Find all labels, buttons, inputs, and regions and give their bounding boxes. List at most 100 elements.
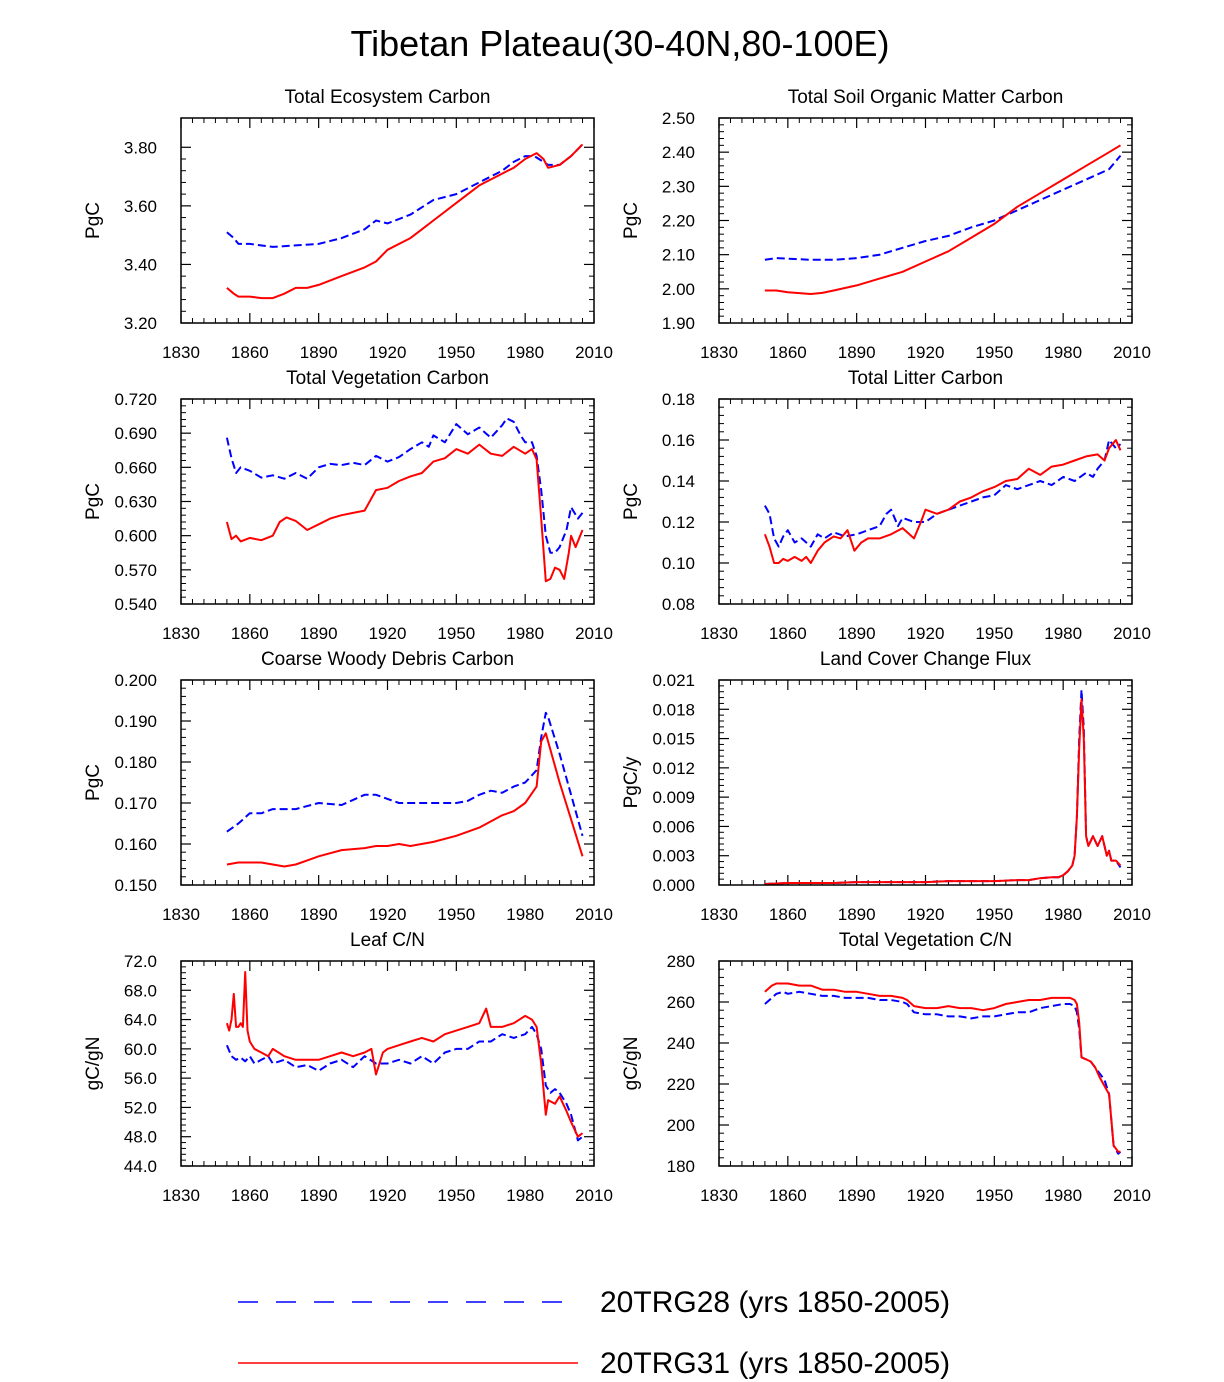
x-tick-label: 1980 <box>506 624 544 643</box>
x-tick-label: 1860 <box>231 343 269 362</box>
x-tick-label: 1890 <box>300 1186 338 1205</box>
y-tick-label: 0.170 <box>114 794 157 813</box>
x-tick-label: 1890 <box>300 624 338 643</box>
y-tick-label: 280 <box>667 952 695 971</box>
x-tick-label: 2010 <box>1113 624 1151 643</box>
x-tick-label: 1920 <box>907 343 945 362</box>
legend-label-20trg28: 20TRG28 (yrs 1850-2005) <box>600 1286 950 1319</box>
x-tick-label: 1830 <box>162 1186 200 1205</box>
plot-frame <box>718 117 1133 324</box>
x-tick-label: 1860 <box>769 905 807 924</box>
y-axis-label: PgC/y <box>621 756 642 808</box>
x-tick-label: 1830 <box>162 624 200 643</box>
x-tick-label: 1980 <box>1044 343 1082 362</box>
x-tick-label: 2010 <box>1113 343 1151 362</box>
y-tick-label: 200 <box>667 1116 695 1135</box>
panel-title: Total Ecosystem Carbon <box>285 87 491 108</box>
x-tick-label: 2010 <box>575 624 613 643</box>
plot-frame <box>718 960 1133 1167</box>
y-axis-label: gC/gN <box>83 1037 104 1091</box>
y-tick-label: 68.0 <box>124 981 157 1000</box>
panel-title: Leaf C/N <box>350 930 425 951</box>
x-tick-label: 1950 <box>975 624 1013 643</box>
y-tick-label: 0.570 <box>114 561 157 580</box>
x-tick-label: 1920 <box>369 1186 407 1205</box>
panel-leaf-c-n: Leaf C/N gC/gN 1830 1860 1890 1920 1950 1980 201… <box>83 930 613 1205</box>
x-tick-label: 1860 <box>231 1186 269 1205</box>
y-tick-label: 0.006 <box>652 817 695 836</box>
x-tick-label: 1890 <box>300 905 338 924</box>
y-axis-label: PgC <box>83 764 104 801</box>
y-tick-label: 0.009 <box>652 788 695 807</box>
y-tick-label: 2.50 <box>662 109 695 128</box>
x-tick-label: 1950 <box>437 343 475 362</box>
y-tick-label: 3.80 <box>124 138 157 157</box>
x-tick-label: 1920 <box>369 343 407 362</box>
y-tick-label: 3.40 <box>124 255 157 274</box>
series-line-20trg31 <box>764 698 1122 885</box>
panel-title: Land Cover Change Flux <box>820 649 1032 670</box>
x-tick-label: 1950 <box>975 343 1013 362</box>
y-axis-label: gC/gN <box>621 1037 642 1091</box>
x-tick-label: 1950 <box>437 905 475 924</box>
y-tick-label: 0.003 <box>652 847 695 866</box>
y-tick-label: 64.0 <box>124 1011 157 1030</box>
y-tick-label: 0.012 <box>652 759 695 778</box>
x-tick-label: 1890 <box>838 343 876 362</box>
y-tick-label: 0.190 <box>114 712 157 731</box>
x-tick-label: 2010 <box>575 343 613 362</box>
panel-total-ecosystem-carbon: Total Ecosystem Carbon PgC 1830 1860 1890 192… <box>83 87 613 362</box>
y-tick-label: 0.160 <box>114 835 157 854</box>
x-tick-label: 2010 <box>575 1186 613 1205</box>
y-tick-label: 2.10 <box>662 246 695 265</box>
y-tick-label: 60.0 <box>124 1040 157 1059</box>
legend: 20TRG28 (yrs 1850-2005) 20TRG31 (yrs 185… <box>238 1286 950 1380</box>
y-tick-label: 3.20 <box>124 314 157 333</box>
y-tick-label: 180 <box>667 1157 695 1176</box>
plot-frame <box>180 117 595 324</box>
y-tick-label: 52.0 <box>124 1098 157 1117</box>
series-line-20trg28 <box>225 1025 584 1142</box>
panel-title: Total Soil Organic Matter Carbon <box>788 87 1064 108</box>
y-tick-label: 0.015 <box>652 730 695 749</box>
series-line-20trg28 <box>225 417 584 554</box>
panel-title: Total Litter Carbon <box>848 368 1003 389</box>
y-axis-label: PgC <box>621 483 642 520</box>
y-tick-label: 0.16 <box>662 431 695 450</box>
x-tick-label: 1860 <box>231 624 269 643</box>
series-line-20trg28 <box>226 143 584 248</box>
y-tick-label: 2.00 <box>662 280 695 299</box>
panel-total-vegetation-c-n: Total Vegetation C/N gC/gN 1830 1860 1890 192… <box>621 930 1151 1205</box>
y-tick-label: 2.20 <box>662 212 695 231</box>
x-tick-label: 1830 <box>700 1186 738 1205</box>
panel-title: Total Vegetation C/N <box>839 930 1012 951</box>
y-tick-label: 0.10 <box>662 554 695 573</box>
x-tick-label: 1860 <box>769 343 807 362</box>
x-tick-label: 1920 <box>369 905 407 924</box>
plot-frame <box>180 679 595 886</box>
x-tick-label: 1980 <box>1044 624 1082 643</box>
y-tick-label: 56.0 <box>124 1069 157 1088</box>
panel-title: Coarse Woody Debris Carbon <box>261 649 514 670</box>
x-tick-label: 1950 <box>437 1186 475 1205</box>
x-tick-label: 1890 <box>838 624 876 643</box>
x-tick-label: 1980 <box>506 343 544 362</box>
y-axis-label: PgC <box>83 202 104 239</box>
plot-frame <box>180 398 595 605</box>
panel-total-vegetation-carbon: Total Vegetation Carbon PgC 1830 1860 1890 19… <box>83 368 613 643</box>
y-tick-label: 0.000 <box>652 876 695 895</box>
series-line-20trg31 <box>763 439 1122 564</box>
y-tick-label: 72.0 <box>124 952 157 971</box>
x-tick-label: 1980 <box>506 1186 544 1205</box>
y-tick-label: 0.630 <box>114 493 157 512</box>
y-tick-label: 0.021 <box>652 671 695 690</box>
series-line-20trg28 <box>226 711 584 837</box>
y-tick-label: 44.0 <box>124 1157 157 1176</box>
series-line-20trg31 <box>226 732 584 868</box>
x-tick-label: 1860 <box>231 905 269 924</box>
series-line-20trg28 <box>764 990 1122 1155</box>
y-tick-label: 0.200 <box>114 671 157 690</box>
x-tick-label: 1980 <box>506 905 544 924</box>
series-line-20trg31 <box>225 443 584 583</box>
